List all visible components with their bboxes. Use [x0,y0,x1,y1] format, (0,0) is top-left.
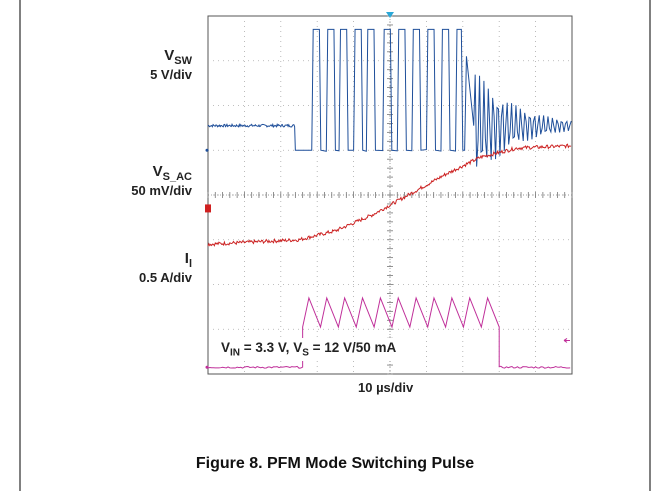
trigger-marker [386,12,394,18]
il-label: Il 0.5 A/div [139,250,192,285]
vsw-trace [207,28,572,167]
vsac-label: VS_AC 50 mV/div [131,163,192,198]
vsac-ground-marker [205,204,211,213]
scope-grid [207,15,573,375]
vsac-scale: 50 mV/div [131,183,192,198]
il-trace [207,296,571,369]
vsac-trace [207,143,572,247]
vsw-scale: 5 V/div [150,67,192,82]
time-scale: 10 µs/div [358,380,414,395]
scope-traces [207,28,572,369]
channel-markers [205,12,570,369]
vsw-ground-marker [205,148,209,152]
vsw-label: VSW 5 V/div [150,47,192,82]
il-trigger-marker [563,338,570,343]
figure-caption: Figure 8. PFM Mode Switching Pulse [195,455,475,472]
test-conditions: VIN = 3.3 V, VS = 12 V/50 mA [218,338,400,361]
il-scale: 0.5 A/div [139,270,192,285]
